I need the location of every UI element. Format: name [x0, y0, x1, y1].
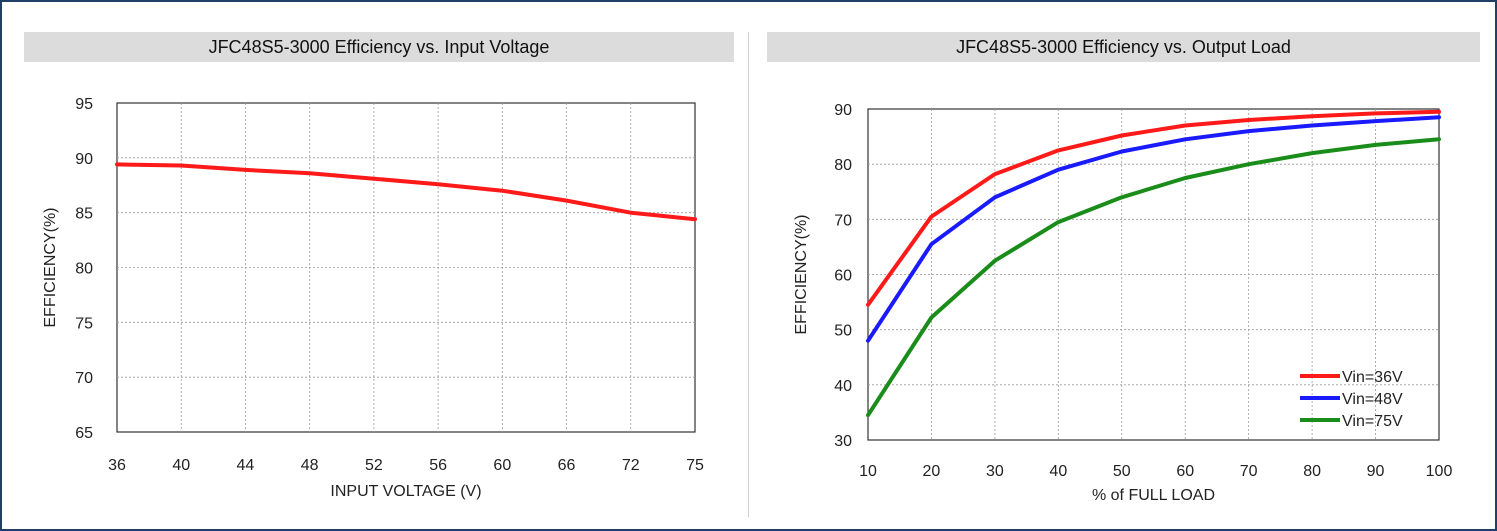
- x-tick-label: 66: [558, 457, 576, 474]
- x-tick-label: 44: [237, 457, 255, 474]
- y-tick-label: 70: [75, 370, 93, 387]
- panel-divider: [748, 32, 749, 517]
- series-line-efficiency: [115, 162, 697, 222]
- y-tick-label: 65: [75, 425, 93, 442]
- x-tick-label: 60: [493, 457, 511, 474]
- x-tick-label: 36: [108, 457, 126, 474]
- x-tick-label: 50: [1113, 463, 1131, 480]
- legend-label: Vin=48V: [1342, 391, 1403, 408]
- x-tick-label: 20: [923, 463, 941, 480]
- x-tick-label: 10: [859, 463, 877, 480]
- x-tick-label: 30: [986, 463, 1004, 480]
- y-axis-label: EFFICIENCY(%): [42, 208, 59, 328]
- chart-title-right: JFC48S5-3000 Efficiency vs. Output Load: [767, 32, 1480, 62]
- y-tick-label: 80: [834, 157, 852, 174]
- x-axis-label: INPUT VOLTAGE (V): [330, 483, 481, 500]
- x-tick-label: 75: [686, 457, 704, 474]
- y-tick-label: 95: [75, 96, 93, 113]
- series-line-vin-75v: [866, 137, 1441, 418]
- series-line-vin-36v: [866, 109, 1441, 307]
- x-tick-label: 56: [429, 457, 447, 474]
- x-tick-label: 70: [1240, 463, 1258, 480]
- y-tick-label: 30: [834, 433, 852, 450]
- x-tick-label: 72: [622, 457, 640, 474]
- y-tick-label: 50: [834, 323, 852, 340]
- x-tick-label: 60: [1176, 463, 1194, 480]
- series-line-vin-48v: [866, 115, 1441, 343]
- y-tick-label: 40: [834, 378, 852, 395]
- x-tick-label: 40: [172, 457, 190, 474]
- y-tick-label: 90: [834, 102, 852, 119]
- y-tick-label: 85: [75, 206, 93, 223]
- y-tick-label: 75: [75, 315, 93, 332]
- legend-label: Vin=75V: [1342, 413, 1403, 430]
- y-tick-label: 70: [834, 212, 852, 229]
- x-tick-label: 40: [1049, 463, 1067, 480]
- x-tick-label: 90: [1367, 463, 1385, 480]
- x-tick-label: 100: [1426, 463, 1453, 480]
- y-tick-label: 90: [75, 151, 93, 168]
- y-axis-label: EFFICIENCY(%): [793, 215, 810, 335]
- chart-title-left: JFC48S5-3000 Efficiency vs. Input Voltag…: [24, 32, 734, 62]
- legend-label: Vin=36V: [1342, 369, 1403, 386]
- y-tick-label: 80: [75, 261, 93, 278]
- x-tick-label: 52: [365, 457, 383, 474]
- x-tick-label: 48: [301, 457, 319, 474]
- x-tick-label: 80: [1303, 463, 1321, 480]
- x-axis-label: % of FULL LOAD: [1092, 487, 1215, 504]
- y-tick-label: 60: [834, 268, 852, 285]
